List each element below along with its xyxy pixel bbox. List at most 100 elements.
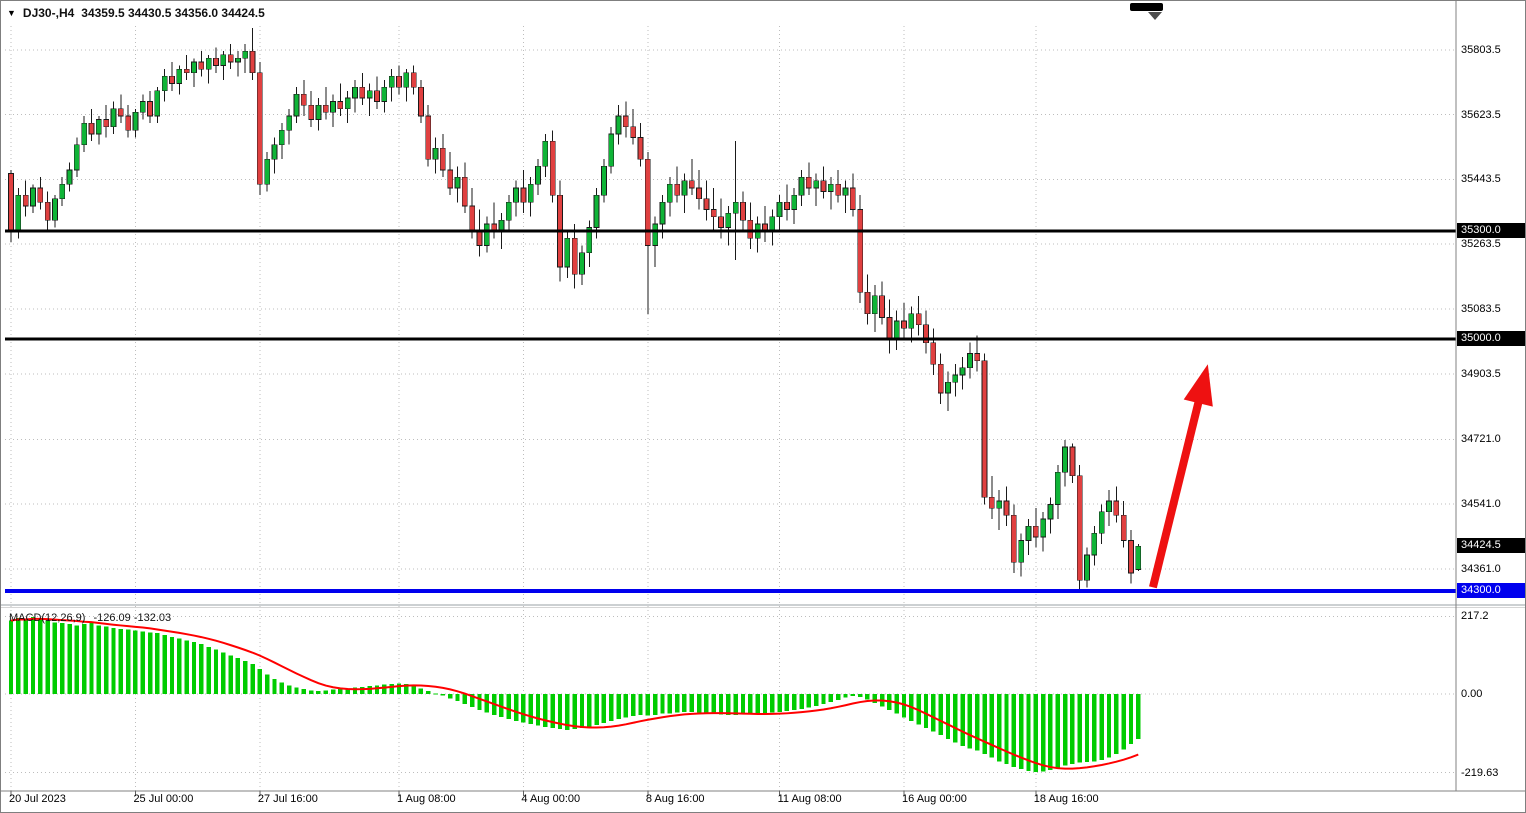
candle-body <box>681 180 688 196</box>
candle-body <box>242 50 249 59</box>
macd-histogram-bar <box>235 658 241 695</box>
macd-histogram-bar <box>923 694 929 729</box>
macd-histogram-bar <box>740 694 746 715</box>
macd-values-label: -126.09 -132.03 <box>93 612 172 624</box>
candle-body <box>718 216 724 228</box>
macd-histogram-bar <box>762 694 768 713</box>
trend-arrow-shaft[interactable] <box>1149 396 1204 589</box>
candle-body <box>571 237 578 275</box>
macd-histogram-bar <box>1011 694 1017 768</box>
macd-histogram-bar <box>301 689 306 695</box>
candle-body <box>952 374 959 383</box>
macd-tick-label: 217.2 <box>1461 610 1489 623</box>
macd-histogram-bar <box>711 694 716 715</box>
candle-body <box>359 86 366 99</box>
candle-body <box>798 176 805 196</box>
macd-histogram-bar <box>601 694 607 724</box>
macd-histogram-bar <box>96 625 102 695</box>
horizontal-level-line[interactable] <box>5 229 1456 233</box>
candle-body <box>191 61 197 74</box>
macd-histogram-bar <box>660 694 665 714</box>
macd-histogram-bar <box>30 617 36 695</box>
macd-histogram-bar <box>528 694 533 725</box>
macd-histogram-bar <box>609 694 614 722</box>
macd-histogram-bar <box>257 668 263 695</box>
time-axis[interactable]: 20 Jul 2023 25 Jul 00:00 27 Jul 16:00 1 Aug… <box>1 793 1457 812</box>
candle-body <box>593 194 600 228</box>
macd-histogram-bar <box>674 694 680 713</box>
macd-histogram-bar <box>177 638 182 695</box>
price-level-label: 34300.0 <box>1457 582 1525 598</box>
candle-body <box>688 180 695 189</box>
candle-body <box>461 176 468 207</box>
macd-histogram-bar <box>191 642 197 695</box>
macd-histogram-bar <box>667 694 672 714</box>
macd-histogram-bar <box>265 674 270 695</box>
macd-histogram-bar <box>799 694 804 710</box>
horizontal-level-line[interactable] <box>5 337 1456 341</box>
candle-body <box>864 291 871 315</box>
macd-histogram-bar <box>206 646 211 695</box>
candle-body <box>110 108 117 128</box>
symbol-dropdown-icon[interactable]: ▼ <box>7 7 16 18</box>
candle-body <box>308 104 314 120</box>
macd-histogram-bar <box>594 694 599 725</box>
macd-histogram-bar <box>872 694 877 703</box>
candle-body <box>564 237 571 268</box>
candle-body <box>227 54 234 63</box>
candle-body <box>418 86 424 117</box>
macd-histogram-bar <box>411 686 416 695</box>
candle-body <box>147 101 153 117</box>
candle-body <box>213 58 219 66</box>
candle-body <box>769 216 776 232</box>
macd-histogram-bar <box>953 694 958 743</box>
macd-histogram-bar <box>1055 694 1060 768</box>
price-level-label: 35000.0 <box>1457 331 1525 347</box>
candle-body <box>513 187 519 203</box>
chart-shift-triangle-icon[interactable] <box>1148 12 1162 20</box>
time-axis-label: 18 Aug 16:00 <box>1033 793 1099 805</box>
macd-histogram-bar <box>557 694 563 730</box>
candle-body <box>937 363 944 394</box>
candle-body <box>22 194 29 207</box>
macd-histogram-bar <box>792 694 797 711</box>
macd-histogram-bar <box>111 627 116 695</box>
price-tick-label: 34361.0 <box>1461 562 1501 575</box>
candle-body <box>981 360 988 498</box>
trend-arrow-head[interactable] <box>1183 364 1213 407</box>
macd-histogram-bar <box>645 694 651 716</box>
macd-histogram-bar <box>997 694 1002 762</box>
macd-histogram-bar <box>140 631 145 695</box>
macd-histogram-bar <box>535 694 541 726</box>
candle-body <box>74 144 80 171</box>
candle-body <box>806 176 812 189</box>
macd-histogram-bar <box>213 649 219 695</box>
macd-histogram-bar <box>74 625 80 695</box>
macd-histogram-bar <box>330 689 336 695</box>
macd-histogram-bar <box>565 694 570 730</box>
horizontal-level-line[interactable] <box>5 588 1456 593</box>
macd-histogram-bar <box>360 686 365 695</box>
macd-histogram-bar <box>1114 694 1119 755</box>
candle-body <box>374 90 380 102</box>
candle-body <box>52 198 58 221</box>
price-axis[interactable]: 35803.5 35623.5 35443.5 35263.5 35083.5 34903… <box>1457 1 1525 791</box>
macd-histogram-bar <box>221 652 226 695</box>
macd-histogram-bar <box>1084 694 1090 763</box>
candle-body <box>1040 518 1046 538</box>
candle-body <box>608 133 615 167</box>
candle-body <box>1054 471 1061 505</box>
candle-body <box>1025 525 1032 541</box>
candle-body <box>710 209 717 218</box>
macd-histogram-bar <box>704 694 709 714</box>
candle-body <box>169 76 175 84</box>
candle-body <box>1084 554 1090 581</box>
candle-body <box>1069 446 1076 477</box>
candle-body <box>776 201 783 218</box>
macd-histogram-bar <box>960 694 965 746</box>
macd-histogram-bar <box>147 632 153 695</box>
macd-histogram-bar <box>814 694 819 706</box>
macd-histogram-bar <box>455 694 460 702</box>
macd-histogram-bar <box>1106 694 1112 758</box>
